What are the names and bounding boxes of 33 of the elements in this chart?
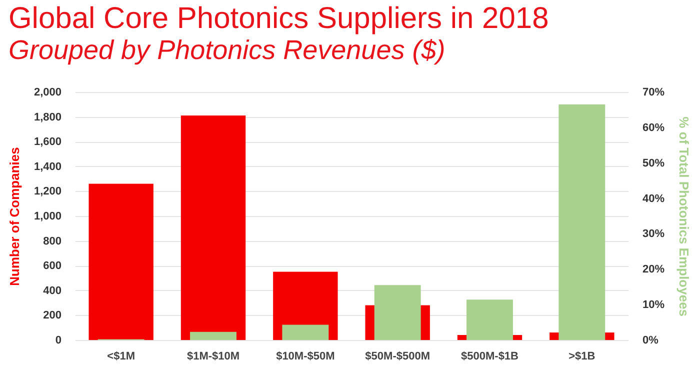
y2-tick-label: 30% — [642, 228, 665, 240]
y-tick-label: 1,000 — [34, 210, 62, 222]
bar — [190, 332, 236, 340]
y-tick-label: 1,600 — [34, 136, 62, 148]
y2-tick-label: 70% — [642, 86, 665, 98]
y-tick-label: 200 — [43, 310, 62, 322]
y2-tick-label: 0% — [642, 334, 659, 346]
y-axis-title: Number of Companies — [6, 147, 22, 286]
chart-subtitle: Grouped by Photonics Revenues ($) — [8, 35, 446, 65]
y-tick-label: 2,000 — [34, 86, 62, 98]
y2-tick-label: 20% — [642, 264, 665, 276]
x-tick-label: $1M-$10M — [186, 350, 240, 362]
y2-tick-label: 40% — [642, 192, 665, 205]
x-tick-label: $500M-$1B — [461, 350, 519, 362]
y2-tick-label: 10% — [642, 299, 665, 312]
y2-axis-title: % of Total Photonics Employees — [676, 116, 692, 316]
x-tick-label: >$1B — [568, 350, 596, 362]
y-tick-label: 1,400 — [34, 160, 62, 173]
y-tick-label: 0 — [55, 334, 62, 346]
y-tick-label: 400 — [43, 284, 62, 297]
x-tick-label: $50M-$500M — [365, 350, 430, 362]
chart-title: Global Core Photonics Suppliers in 2018 — [8, 2, 549, 35]
y-tick-label: 1,200 — [34, 186, 62, 198]
x-tick-label: $10M-$50M — [276, 350, 335, 362]
y2-tick-label: 60% — [642, 122, 665, 134]
y-tick-label: 800 — [43, 235, 62, 248]
bar — [88, 184, 154, 340]
x-tick-label: <$1M — [107, 350, 135, 362]
bar — [180, 116, 246, 340]
bar — [282, 324, 329, 340]
y-tick-label: 1,800 — [34, 111, 62, 124]
y2-tick-label: 50% — [642, 157, 665, 170]
y-tick-label: 600 — [43, 260, 62, 272]
